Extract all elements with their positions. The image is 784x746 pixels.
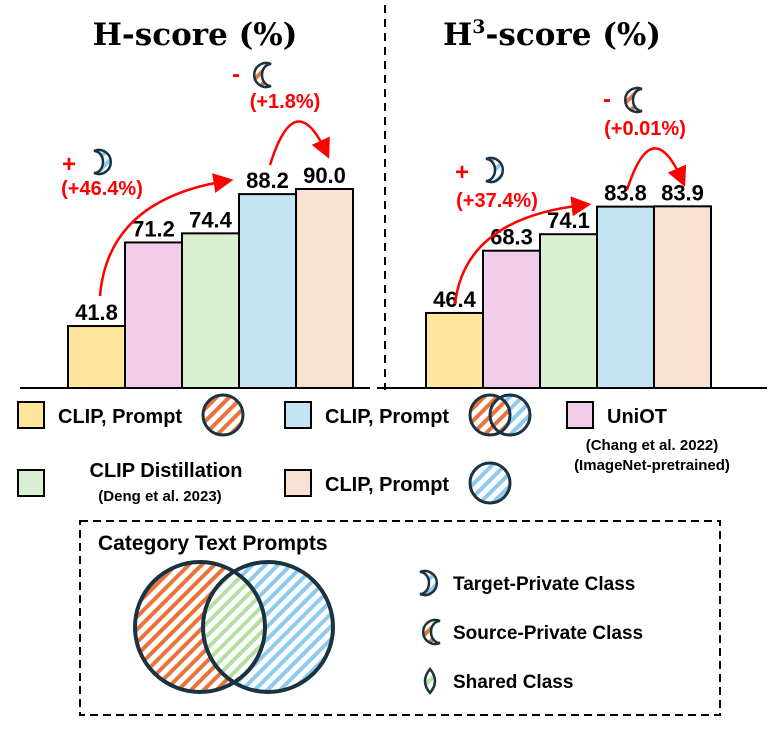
- prompt-legend-label: Target-Private Class: [453, 574, 635, 595]
- chart-title: H3-score (%): [443, 16, 661, 53]
- legend-item: CLIP, Prompt: [17, 393, 245, 437]
- legend-label: CLIP Distillation: [90, 460, 243, 482]
- legend-swatch: [17, 469, 45, 497]
- bar: [67, 325, 126, 390]
- chart-title: H-score (%): [93, 17, 298, 53]
- bar: [596, 205, 655, 389]
- bar: [124, 241, 183, 389]
- source-private-circle-icon: [201, 393, 245, 437]
- legend-item: CLIP Distillation (Deng et al. 2023): [17, 460, 243, 505]
- gain-sign: +: [455, 159, 469, 186]
- bar-value-label: 90.0: [303, 163, 346, 188]
- bar-value-label: 83.9: [661, 180, 704, 205]
- gain-label: (+37.4%): [456, 190, 538, 212]
- bar-value-label: 88.2: [246, 168, 289, 193]
- legend-swatch: [284, 401, 312, 429]
- legend-swatch: [284, 469, 312, 497]
- bar-value-label: 71.2: [132, 216, 175, 241]
- prompt-legend-label: Source-Private Class: [453, 623, 643, 644]
- legend-swatch: [566, 401, 594, 429]
- source-private-moon-icon: [624, 86, 643, 114]
- source-private-moon-icon: [253, 61, 272, 89]
- source-circle: [133, 560, 267, 694]
- bar: [238, 193, 297, 389]
- legend-item: CLIP, Prompt: [284, 393, 532, 437]
- legend-label: UniOT: [607, 406, 667, 428]
- bar: [181, 232, 240, 389]
- gain-label: (+46.4%): [61, 178, 143, 200]
- target-private-circle-icon: [468, 461, 512, 505]
- legend-label: CLIP, Prompt: [325, 474, 449, 496]
- legend-item: UniOT (Chang et al. 2022) (ImageNet-pretra…: [566, 401, 730, 474]
- prompt-legend-item: Source-Private Class: [422, 618, 643, 646]
- legend-label: CLIP, Prompt: [58, 406, 182, 428]
- prompt-legend-item: Target-Private Class: [419, 569, 635, 597]
- bar-value-label: 74.4: [189, 207, 233, 232]
- target-private-moon-icon: [93, 148, 112, 176]
- gain-arrow: [453, 196, 592, 305]
- gain-sign: +: [62, 151, 76, 178]
- shared-class-icon: [423, 667, 437, 695]
- gain-label: (+1.8%): [250, 91, 321, 113]
- target-private-moon-icon: [485, 156, 504, 184]
- prompts-title: Category Text Prompts: [98, 532, 328, 555]
- source-private-moon-icon: [422, 618, 441, 646]
- bar: [295, 188, 354, 389]
- bar: [482, 249, 541, 389]
- prompt-legend-label: Shared Class: [453, 672, 573, 693]
- target-circle: [201, 560, 335, 694]
- bar-value-label: 83.8: [604, 181, 647, 206]
- bar: [653, 205, 712, 389]
- gain-sign: -: [603, 86, 611, 113]
- gain-arrow: [625, 147, 687, 191]
- target-private-moon-icon: [419, 569, 438, 597]
- chart-2: H3-score (%)46.468.374.183.8 83.9+(+37.4%…: [377, 16, 767, 390]
- bar-value-label: 74.1: [547, 208, 590, 233]
- chart-1: H-score (%) 41.8 71.2 74.4 88.2 90.0 +(+46.4%)…: [20, 17, 370, 390]
- legend-swatch: [17, 401, 45, 429]
- legend-item: CLIP, Prompt: [284, 461, 512, 505]
- prompt-legend-item: Shared Class: [423, 667, 573, 695]
- legend-label: CLIP, Prompt: [325, 406, 449, 428]
- gain-sign: -: [232, 61, 240, 88]
- gain-arrow: [98, 173, 234, 297]
- gain-arrow: [268, 120, 330, 166]
- gain-label: (+0.01%): [604, 118, 686, 140]
- bar: [425, 311, 484, 390]
- legend-note: (ImageNet-pretrained): [574, 457, 730, 474]
- legend-citation: (Chang et al. 2022): [586, 437, 719, 454]
- legend-citation: (Deng et al. 2023): [98, 488, 221, 505]
- bar: [539, 233, 598, 389]
- prompts-box: [79, 520, 721, 716]
- all-classes-venn-icon: [468, 393, 512, 437]
- bar-value-label: 68.3: [490, 225, 533, 250]
- bar-value-label: 41.8: [75, 300, 118, 325]
